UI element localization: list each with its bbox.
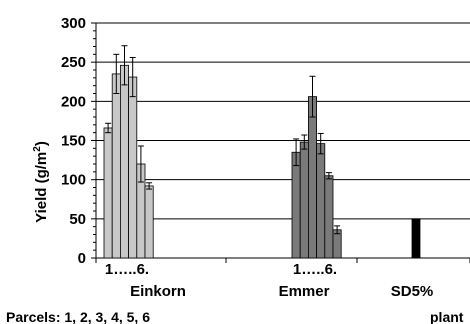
- bar-einkorn-2: [111, 73, 121, 259]
- group-name-label: Einkorn: [130, 283, 186, 300]
- y-tick-label: 300: [61, 15, 86, 32]
- group-range-label: 1…..6.: [293, 261, 337, 278]
- y-tick-label: 100: [61, 172, 86, 189]
- y-tick-labels: 0 50 100 150 200 250 300: [61, 15, 86, 267]
- bar-einkorn-6: [144, 185, 154, 259]
- bar-emmer-3: [307, 96, 317, 259]
- parcels-note: Parcels: 1, 2, 3, 4, 5, 6: [6, 309, 150, 324]
- group-range-label: 1…..6.: [105, 261, 149, 278]
- bar-einkorn-1: [103, 127, 113, 259]
- bar-einkorn-3: [120, 64, 130, 259]
- group-name-label: Emmer: [279, 283, 330, 300]
- plant-note: plant: [430, 309, 464, 324]
- y-tick-label: 50: [69, 211, 86, 228]
- y-tick-label: 0: [78, 250, 86, 267]
- bar-emmer-2: [299, 141, 309, 259]
- bar-emmer-5: [324, 175, 334, 259]
- group-name-label: SD5%: [391, 283, 434, 300]
- bar-emmer-1: [291, 151, 301, 259]
- bars: [103, 45, 421, 259]
- x-group-labels: 1…..6. Einkorn 1…..6. Emmer SD5%: [105, 261, 433, 300]
- y-tick-label: 150: [61, 133, 86, 150]
- bar-einkorn-4: [128, 76, 138, 259]
- y-axis-label-superscript: 2: [32, 146, 43, 152]
- bar-sd5-SD5%: [411, 218, 421, 259]
- axes: [91, 22, 470, 263]
- y-axis-label: Yield (g/m2): [32, 141, 50, 223]
- y-tick-label: 250: [61, 54, 86, 71]
- bar-emmer-4: [316, 143, 326, 259]
- y-tick-label: 200: [61, 93, 86, 110]
- gridlines: [96, 22, 470, 220]
